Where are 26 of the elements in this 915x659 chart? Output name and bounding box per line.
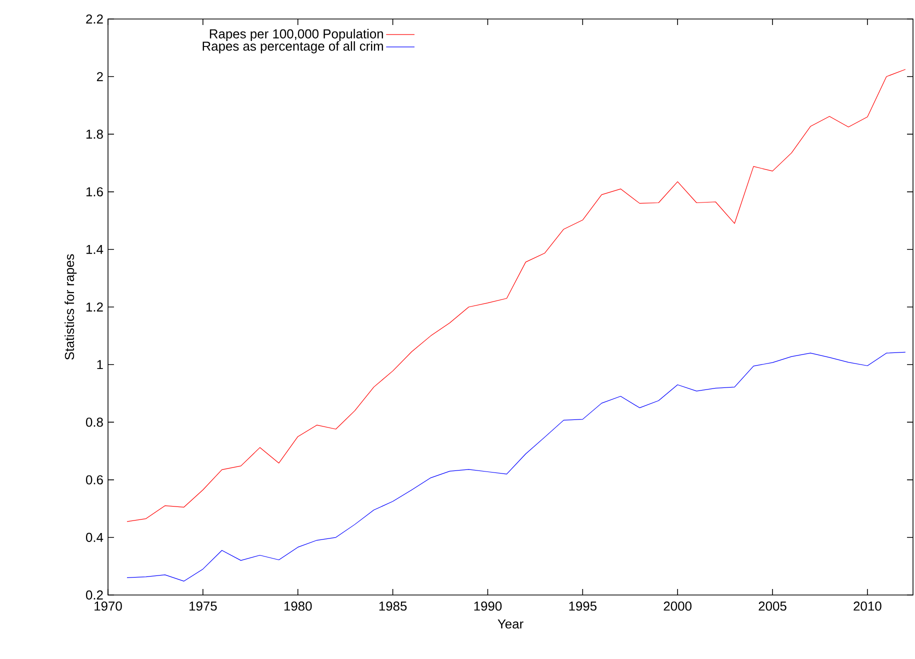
y-axis-title: Statistics for rapes [64, 254, 77, 360]
y-tick-label: 1.6 [86, 187, 103, 196]
y-tick-label: 0.2 [86, 590, 103, 600]
x-tick-label: 1990 [474, 602, 502, 611]
x-tick-label: 1995 [569, 602, 597, 611]
x-tick-label: 2005 [758, 602, 786, 611]
y-tick-label: 1.8 [86, 130, 103, 139]
y-tick-label: 0.6 [86, 475, 103, 484]
x-tick-label: 1970 [94, 602, 122, 611]
x-tick-label: 1980 [284, 602, 312, 611]
y-tick-label: 1.2 [86, 302, 103, 312]
x-tick-label: 1975 [190, 602, 217, 611]
x-axis-title: Year [498, 620, 524, 629]
y-tick-label: 1 [97, 360, 103, 370]
y-tick-label: 0.4 [86, 532, 104, 542]
y-tick-label: 1.4 [86, 244, 104, 254]
x-tick-label: 1985 [379, 602, 407, 611]
x-tick-label: 2000 [664, 602, 692, 611]
y-tick-label: 0.8 [86, 418, 103, 427]
x-tick-label: 2010 [854, 602, 882, 611]
line-series [126, 352, 906, 582]
legend-label: Rapes per 100,000 Population [210, 28, 383, 42]
y-tick-label: 2 [96, 72, 103, 82]
y-tick-label: 2.2 [86, 14, 103, 24]
legend-label: Rapes as percentage of all crim [202, 41, 383, 54]
line-series [126, 69, 906, 522]
